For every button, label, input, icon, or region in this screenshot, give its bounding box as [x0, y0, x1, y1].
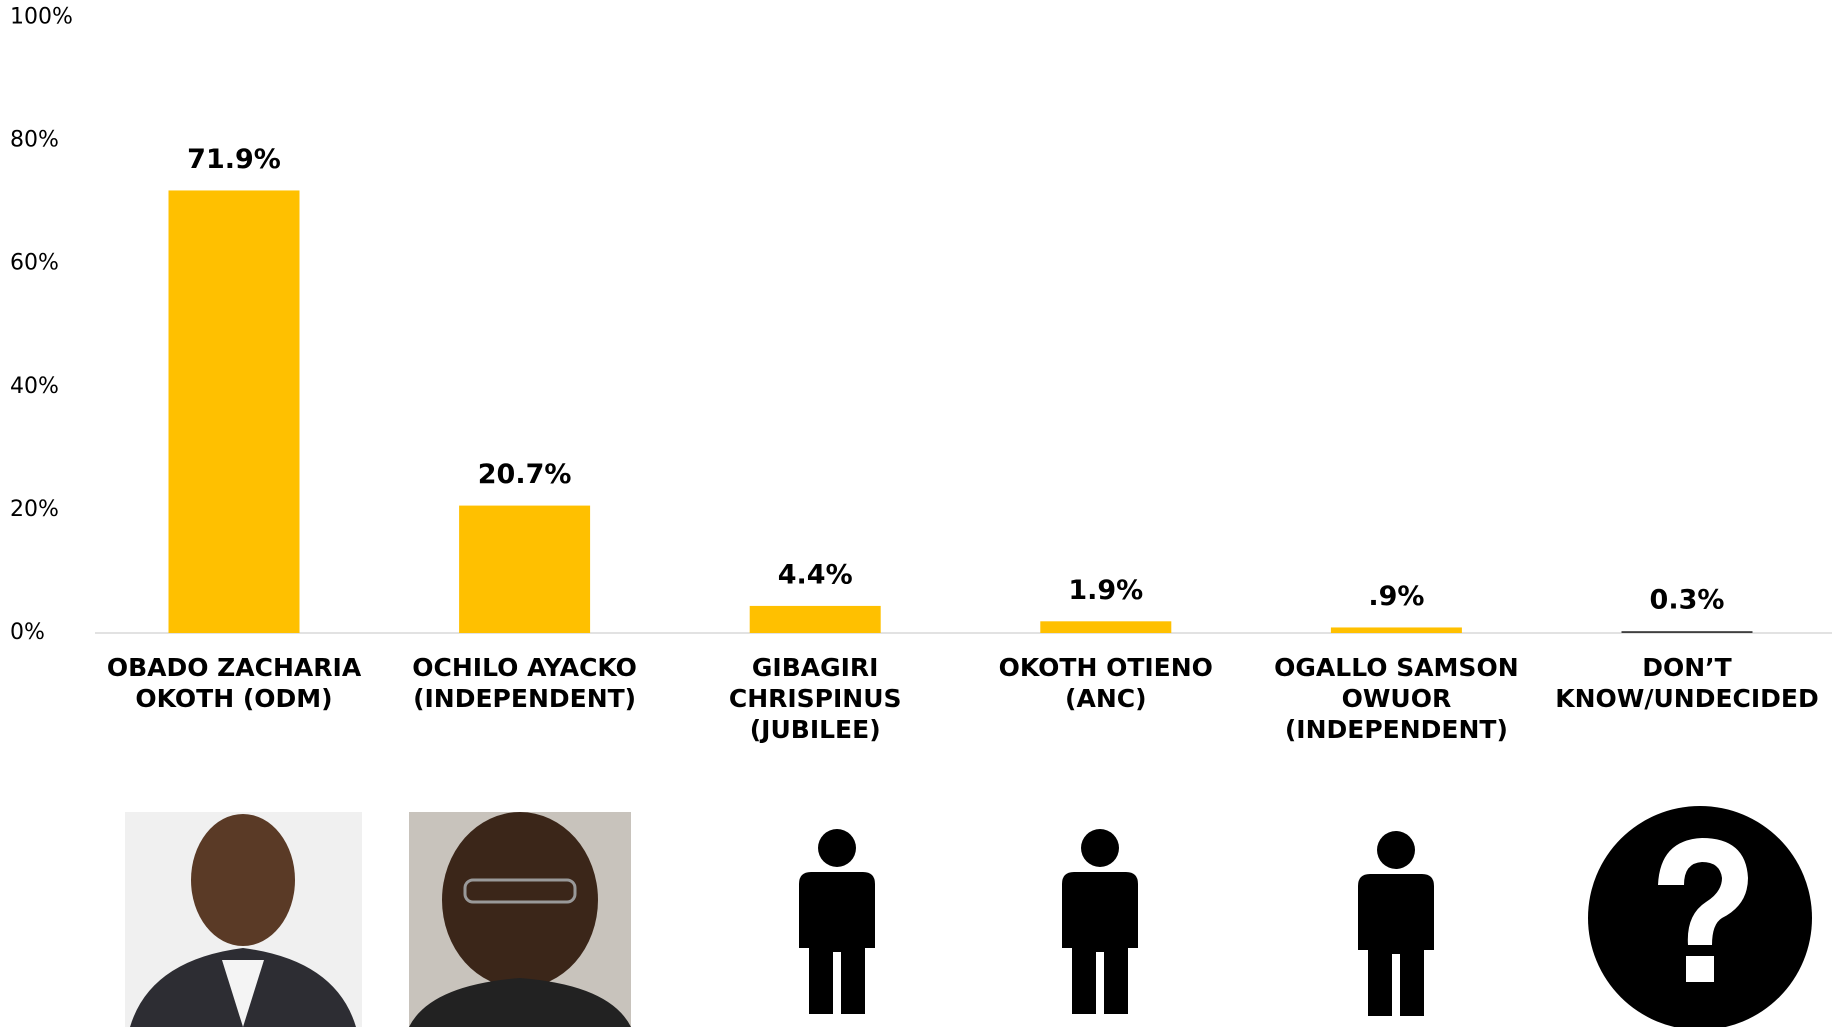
y-tick-label: 100%	[10, 5, 73, 30]
candidate-photo	[409, 812, 631, 1027]
x-tick-label: DON’T KNOW/UNDECIDED	[1542, 652, 1832, 714]
bar	[1331, 627, 1462, 633]
bar	[750, 606, 881, 633]
y-tick-label: 60%	[10, 251, 59, 276]
person-icon	[1062, 829, 1138, 1014]
y-tick-label: 40%	[10, 374, 59, 399]
candidate-photo	[125, 812, 362, 1027]
x-tick-label: OCHILO AYACKO (INDEPENDENT)	[380, 652, 670, 714]
chart: 0% 20% 40% 60% 80% 100% 71.9% 20.7% 4.4% 1.9% .9% 0…	[0, 0, 1832, 1027]
y-tick-label: 20%	[10, 497, 59, 522]
y-tick-label: 0%	[10, 620, 45, 645]
bar	[459, 506, 590, 633]
value-label: 71.9%	[187, 144, 281, 175]
x-tick-label: OBADO ZACHARIA OKOTH (ODM)	[89, 652, 379, 714]
value-label: 4.4%	[778, 559, 853, 590]
person-icon	[799, 829, 875, 1014]
x-tick-label: OGALLO SAMSON OWUOR (INDEPENDENT)	[1251, 652, 1541, 745]
bar	[169, 190, 300, 633]
bar	[1040, 621, 1171, 633]
value-label: .9%	[1368, 581, 1424, 612]
page: {"chart_data": {"type": "bar", "categori…	[0, 0, 1832, 1027]
value-label: 0.3%	[1650, 585, 1725, 616]
bar	[1622, 631, 1753, 633]
y-tick-label: 80%	[10, 128, 59, 153]
value-label: 20.7%	[478, 459, 572, 490]
person-icon	[1358, 831, 1434, 1016]
question-icon	[1588, 806, 1812, 1027]
value-label: 1.9%	[1068, 575, 1143, 606]
x-tick-label: GIBAGIRI CHRISPINUS (JUBILEE)	[670, 652, 960, 745]
x-tick-label: OKOTH OTIENO (ANC)	[961, 652, 1251, 714]
